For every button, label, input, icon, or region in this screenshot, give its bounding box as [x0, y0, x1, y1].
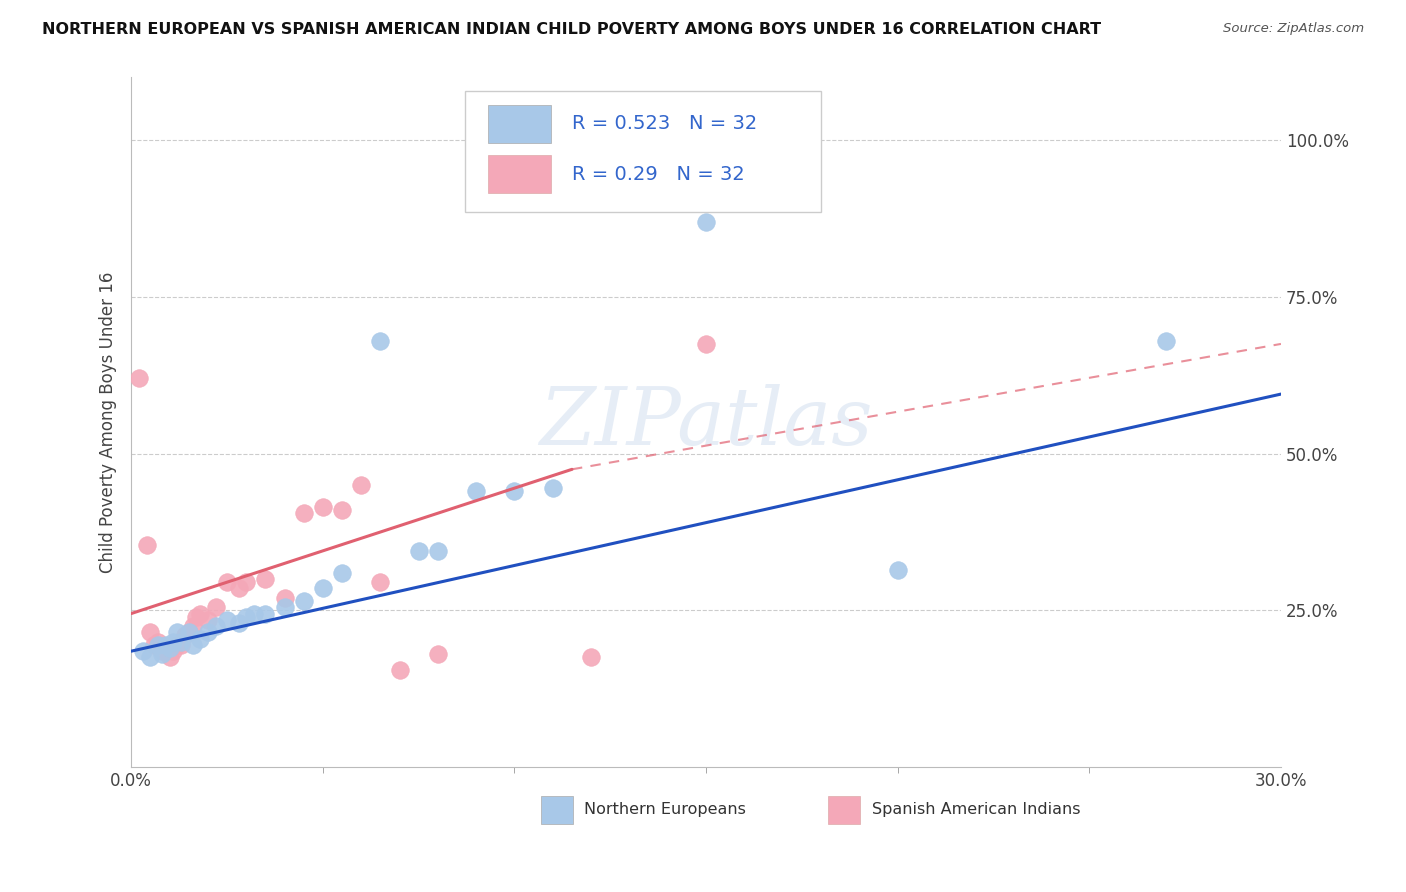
Text: Source: ZipAtlas.com: Source: ZipAtlas.com: [1223, 22, 1364, 36]
Point: [170, 634, 193, 648]
Text: Northern Europeans: Northern Europeans: [585, 803, 747, 817]
Point: [695, 214, 717, 228]
Text: Spanish American Indians: Spanish American Indians: [872, 803, 1080, 817]
Point: [426, 544, 449, 558]
Point: [579, 650, 602, 665]
Point: [503, 484, 526, 499]
Point: [312, 500, 335, 514]
Point: [146, 634, 169, 648]
Point: [181, 638, 204, 652]
Bar: [488, 155, 551, 193]
Point: [228, 615, 250, 630]
Point: [143, 638, 166, 652]
FancyBboxPatch shape: [464, 91, 821, 212]
Point: [162, 644, 184, 658]
Point: [254, 607, 277, 621]
Text: R = 0.29   N = 32: R = 0.29 N = 32: [572, 164, 744, 184]
Point: [186, 609, 208, 624]
Point: [388, 663, 411, 677]
Point: [215, 575, 238, 590]
Point: [177, 625, 200, 640]
Point: [146, 638, 169, 652]
Point: [292, 594, 315, 608]
Point: [350, 478, 373, 492]
Point: [370, 575, 392, 590]
Point: [235, 575, 257, 590]
Point: [886, 563, 908, 577]
Point: [166, 638, 188, 652]
Text: NORTHERN EUROPEAN VS SPANISH AMERICAN INDIAN CHILD POVERTY AMONG BOYS UNDER 16 C: NORTHERN EUROPEAN VS SPANISH AMERICAN IN…: [42, 22, 1101, 37]
Y-axis label: Child Poverty Among Boys Under 16: Child Poverty Among Boys Under 16: [100, 271, 117, 573]
Point: [1154, 334, 1177, 348]
Point: [150, 648, 173, 662]
Point: [330, 566, 353, 580]
Point: [132, 644, 155, 658]
Point: [170, 638, 193, 652]
Point: [330, 503, 353, 517]
Point: [197, 625, 219, 640]
Point: [541, 481, 564, 495]
Text: ZIPatlas: ZIPatlas: [540, 384, 873, 461]
Bar: [488, 104, 551, 143]
Point: [139, 625, 162, 640]
Point: [292, 506, 315, 520]
Point: [228, 582, 250, 596]
Point: [128, 371, 150, 385]
Point: [188, 632, 211, 646]
Point: [426, 648, 449, 662]
Point: [139, 650, 162, 665]
Point: [204, 619, 226, 633]
Bar: [540, 797, 572, 823]
Point: [159, 650, 181, 665]
Point: [312, 582, 335, 596]
Point: [181, 619, 204, 633]
Point: [135, 538, 157, 552]
Point: [159, 640, 181, 655]
Point: [215, 613, 238, 627]
Point: [155, 638, 177, 652]
Point: [273, 600, 295, 615]
Bar: [828, 797, 860, 823]
Point: [370, 334, 392, 348]
Point: [235, 609, 257, 624]
Point: [155, 644, 177, 658]
Point: [465, 484, 488, 499]
Point: [188, 607, 211, 621]
Point: [273, 591, 295, 605]
Point: [695, 337, 717, 351]
Point: [243, 607, 266, 621]
Point: [177, 625, 200, 640]
Point: [254, 572, 277, 586]
Point: [197, 613, 219, 627]
Point: [204, 600, 226, 615]
Point: [162, 634, 184, 648]
Point: [166, 625, 188, 640]
Point: [150, 644, 173, 658]
Text: R = 0.523   N = 32: R = 0.523 N = 32: [572, 114, 756, 133]
Point: [174, 628, 197, 642]
Point: [408, 544, 430, 558]
